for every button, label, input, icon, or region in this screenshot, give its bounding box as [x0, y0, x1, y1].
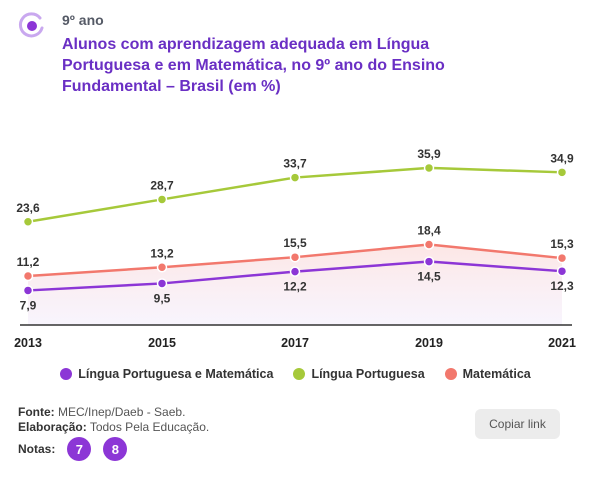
legend-item-mat: Matemática [444, 367, 531, 381]
note-badge[interactable]: 7 [67, 437, 92, 461]
chart-title: Alunos com aprendizagem adequada em Líng… [62, 36, 445, 95]
data-point [423, 239, 435, 250]
data-point [22, 216, 34, 227]
x-tick-label: 2019 [415, 336, 443, 350]
data-label: 11,2 [17, 255, 40, 269]
data-label: 12,3 [550, 279, 574, 293]
data-point [22, 285, 34, 296]
data-label: 9,5 [154, 291, 171, 305]
elaboration-line: Elaboração: Todos Pela Educação. [18, 420, 209, 435]
data-label: 12,2 [283, 280, 307, 294]
data-label: 35,9 [417, 147, 441, 161]
legend-dot [444, 368, 457, 380]
data-label: 13,2 [150, 246, 174, 260]
data-point [156, 194, 168, 205]
legend-label: Língua Portuguesa [311, 367, 425, 381]
data-label: 7,9 [20, 298, 37, 312]
data-point [556, 265, 568, 277]
data-label: 34,9 [550, 151, 574, 165]
data-label: 33,7 [283, 157, 307, 171]
source-line: Fonte: MEC/Inep/Daeb - Saeb. [18, 405, 209, 420]
x-tick-label: 2013 [14, 336, 42, 350]
legend-item-lp: Língua Portuguesa [293, 367, 425, 381]
data-label: 18,4 [417, 224, 441, 238]
legend-dot [293, 368, 306, 380]
data-point [156, 278, 168, 289]
data-point [556, 252, 568, 264]
data-point [289, 172, 301, 183]
grade-label: 9º ano [62, 12, 104, 28]
data-label: 28,7 [150, 178, 174, 192]
copy-link-button[interactable]: Copiar link [475, 409, 560, 439]
data-point [289, 266, 301, 277]
note-badge[interactable]: 8 [103, 437, 128, 461]
data-point [22, 270, 34, 282]
data-point [556, 167, 568, 178]
source-footer: Fonte: MEC/Inep/Daeb - Saeb. Elaboração:… [18, 405, 209, 461]
data-label: 15,3 [550, 237, 574, 251]
chart-legend: Língua Portuguesa e Matemática Língua Po… [0, 367, 591, 381]
data-point [423, 162, 435, 174]
circle-logo-icon [18, 12, 44, 38]
elaboration-label: Elaboração: [18, 420, 87, 434]
source-value: MEC/Inep/Daeb - Saeb. [58, 405, 186, 419]
x-tick-label: 2021 [548, 336, 576, 350]
data-point [423, 256, 435, 267]
data-point [156, 262, 168, 273]
elaboration-value: Todos Pela Educação. [89, 420, 210, 434]
legend-item-lp-mat: Língua Portuguesa e Matemática [60, 367, 273, 381]
x-tick-label: 2015 [148, 336, 176, 350]
data-label: 15,5 [283, 236, 307, 250]
source-label: Fonte: [18, 405, 55, 419]
legend-dot [60, 368, 73, 380]
notes-line: Notas: 7 8 [18, 437, 209, 461]
notes-label: Notas: [18, 441, 56, 456]
line-chart: 23,6 28,7 33,7 35,9 34,9 11,2 13,2 15,5 18,4 15,3… [14, 147, 576, 350]
legend-label: Matemática [462, 367, 531, 381]
x-tick-label: 2017 [281, 336, 309, 350]
data-label: 23,6 [16, 201, 40, 215]
legend-label: Língua Portuguesa e Matemática [78, 367, 274, 381]
data-label: 14,5 [417, 270, 441, 284]
data-point [289, 251, 301, 263]
